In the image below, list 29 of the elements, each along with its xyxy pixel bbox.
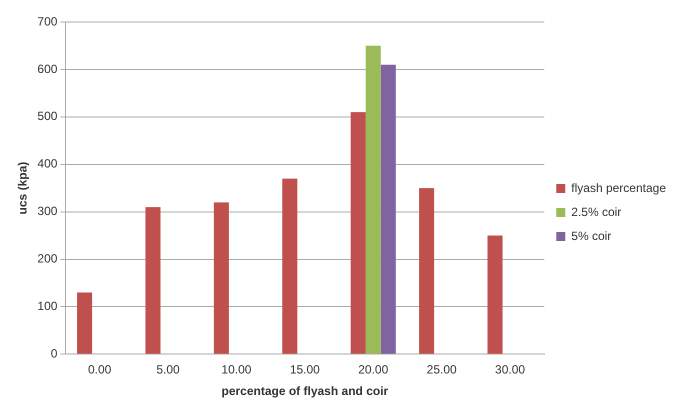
bar [380,64,396,354]
x-tick-label: 25.00 [426,362,457,377]
x-tick-label: 10.00 [221,362,252,377]
bar [350,112,366,354]
bar [419,188,434,354]
bar [282,178,298,354]
y-axis-title: ucs (kpa) [16,162,30,214]
y-tick-label: 200 [37,252,58,266]
legend-label: 5% coir [571,228,612,243]
x-tick-label: 20.00 [358,362,389,377]
x-axis-title: percentage of flyash and coir [221,384,389,398]
x-tick-label: 15.00 [290,362,320,377]
y-tick-label: 500 [37,109,58,124]
y-tick-label: 700 [37,14,58,28]
y-tick-label: 300 [37,204,58,218]
bar [77,292,92,354]
bar [366,46,381,354]
bar [145,207,161,354]
legend-label: flyash percentage [571,180,666,195]
x-tick-label: 0.00 [88,362,112,377]
y-tick-label: 600 [37,62,58,76]
x-tick-label: 30.00 [495,362,526,377]
legend-label: 2.5% coir [571,204,622,219]
x-tick-label: 5.00 [156,362,180,377]
y-tick-label: 400 [37,156,58,171]
bar [214,202,229,354]
y-tick-label: 0 [50,346,58,361]
bar [487,236,503,354]
y-tick-label: 100 [37,299,58,314]
